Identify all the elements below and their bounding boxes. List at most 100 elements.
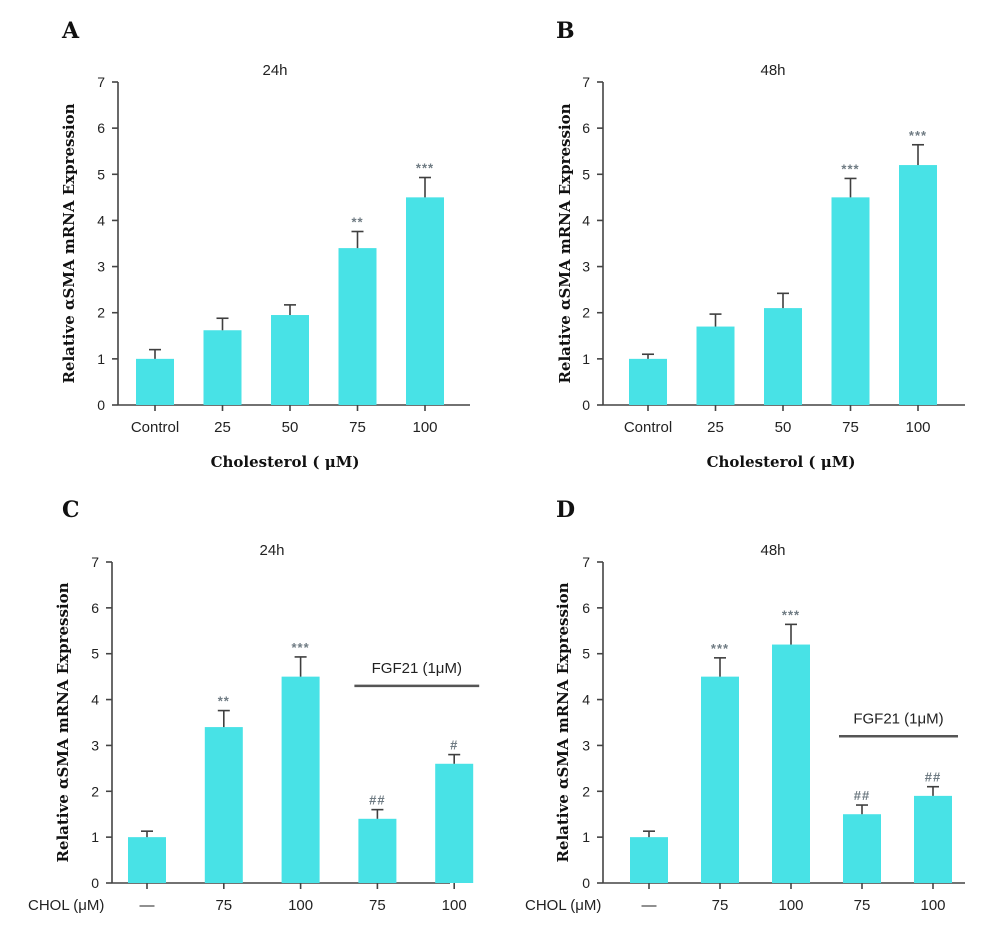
x-tick-label: 50 [282,419,299,436]
x-tick-label: 100 [442,897,467,914]
significance-mark: *** [711,641,729,656]
chart-title: 48h [760,542,785,559]
bar [338,248,377,405]
y-tick-label: 1 [582,351,590,367]
x-row-prefix: CHOL (μM) [525,897,601,914]
significance-mark: *** [782,607,800,622]
bar [406,197,444,405]
panel-letter: B [556,18,575,44]
bar [435,763,474,883]
y-axis-label: Relative αSMA mRNA Expression [54,582,72,862]
y-tick-label: 2 [97,305,105,321]
x-tick-label: 75 [854,897,871,914]
bar [630,837,668,883]
y-tick-label: 7 [582,74,590,90]
chart-title: 48h [760,62,785,79]
y-tick-label: 6 [97,120,105,136]
y-tick-label: 0 [91,875,99,891]
x-tick-label: 100 [905,419,930,436]
bar [696,326,735,405]
bar [358,818,397,883]
y-tick-label: 2 [582,305,590,321]
y-tick-label: 3 [91,737,99,753]
x-tick-label: 50 [775,419,792,436]
x-tick-label: 100 [920,897,945,914]
panel-a: A 24h 0 1 2 3 4 5 6 7 Relative αSMA mRNA Expressio… [60,18,470,471]
y-tick-label: 0 [582,397,590,413]
bar [772,644,810,883]
x-tick-label: — [642,897,657,914]
panel-b: B 48h 0 1 2 3 4 5 6 7 Relative αSMA mRNA Expressio… [556,18,965,471]
y-tick-label: 6 [91,600,99,616]
y-tick-label: 0 [582,875,590,891]
panel-letter: C [62,497,80,523]
x-tick-label: 100 [288,897,313,914]
bar [764,308,802,405]
x-tick-label: 25 [707,419,724,436]
treatment-label: FGF21 (1μM) [372,660,462,677]
significance-mark: ** [351,215,363,230]
y-tick-label: 4 [582,212,590,228]
y-tick-label: 7 [582,554,590,570]
y-tick-label: 5 [582,646,590,662]
significance-mark: *** [416,161,434,176]
y-axis-label: Relative αSMA mRNA Expression [60,103,78,383]
panel-d: D 48h 0 1 2 3 4 5 6 7 Relative αSMA mRNA Expressio… [525,497,965,914]
bar [914,795,952,883]
x-tick-label: 75 [842,419,859,436]
y-tick-label: 2 [582,783,590,799]
y-tick-label: 5 [97,166,105,182]
treatment-label: FGF21 (1μM) [853,710,943,727]
x-tick-label: 75 [349,419,366,436]
bar [831,197,870,405]
y-tick-label: 1 [97,351,105,367]
x-tick-label: — [140,897,155,914]
y-tick-label: 5 [582,166,590,182]
y-axis-label: Relative αSMA mRNA Expression [554,582,572,862]
bar [701,676,739,883]
x-axis-label: Cholesterol ( μM) [211,453,360,471]
y-tick-label: 5 [91,646,99,662]
bar [899,165,937,405]
y-tick-label: 7 [91,554,99,570]
x-tick-label: Control [624,419,672,436]
bar [128,837,166,883]
y-tick-label: 4 [97,212,105,228]
x-axis-label: Cholesterol ( μM) [707,453,856,471]
y-tick-label: 1 [582,829,590,845]
x-tick-label: Control [131,419,179,436]
y-tick-label: 4 [91,692,99,708]
significance-mark: *** [909,128,927,143]
y-tick-label: 6 [582,600,590,616]
x-tick-label: 75 [369,897,386,914]
y-tick-label: 0 [97,397,105,413]
y-tick-label: 2 [91,783,99,799]
significance-mark: *** [292,640,310,655]
y-tick-label: 6 [582,120,590,136]
significance-mark: ** [218,694,230,709]
x-tick-label: 75 [712,897,729,914]
bar [136,358,174,405]
x-tick-label: 25 [214,419,231,436]
panel-letter: A [61,18,80,44]
y-tick-label: 3 [582,259,590,275]
x-tick-label: 100 [412,419,437,436]
y-tick-label: 7 [97,74,105,90]
bar [204,727,243,883]
x-tick-label: 100 [778,897,803,914]
chart-title: 24h [262,62,287,79]
y-tick-label: 1 [91,829,99,845]
y-tick-label: 3 [97,259,105,275]
significance-mark: ## [925,770,941,785]
y-tick-label: 4 [582,692,590,708]
panel-c: C 24h 0 1 2 3 4 5 6 7 Relative αSMA mRNA Expressio… [28,497,480,914]
significance-mark: ## [854,788,870,803]
x-row-prefix: CHOL (μM) [28,897,104,914]
significance-mark: ## [369,793,385,808]
significance-mark: # [450,738,458,753]
bar [843,814,881,883]
significance-mark: *** [841,161,859,176]
bar [203,330,242,405]
panel-letter: D [556,497,575,523]
